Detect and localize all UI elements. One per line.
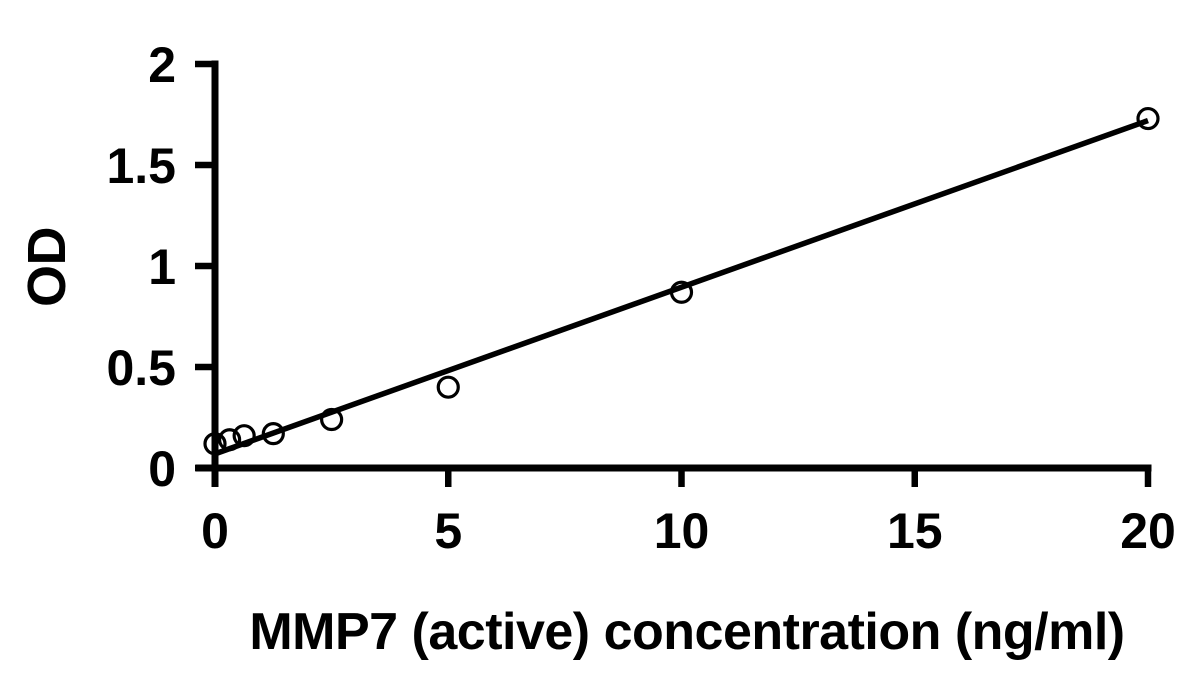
y-tick-label: 0.5: [106, 340, 176, 396]
data-point-marker: [203, 432, 227, 456]
x-tick-label: 10: [654, 503, 710, 559]
y-tick-label: 2: [148, 37, 176, 93]
data-point-marker: [1136, 106, 1160, 131]
x-tick-label: 0: [201, 503, 229, 559]
x-tick-label: 20: [1120, 503, 1176, 559]
trend-line: [214, 117, 1149, 457]
data-point-marker: [436, 375, 460, 399]
x-axis-title: MMP7 (active) concentration (ng/ml): [249, 603, 1125, 661]
data-point-marker: [261, 422, 285, 446]
y-tick-label: 0: [148, 441, 176, 497]
data-point-marker: [669, 280, 694, 304]
x-tick-label: 5: [434, 503, 462, 559]
data-point-marker: [232, 424, 256, 448]
x-tick-label: 15: [887, 503, 943, 559]
y-tick-label: 1: [148, 239, 176, 295]
y-tick-label: 1.5: [106, 138, 176, 194]
data-point-marker: [320, 407, 344, 432]
data-point-marker: [218, 428, 242, 452]
